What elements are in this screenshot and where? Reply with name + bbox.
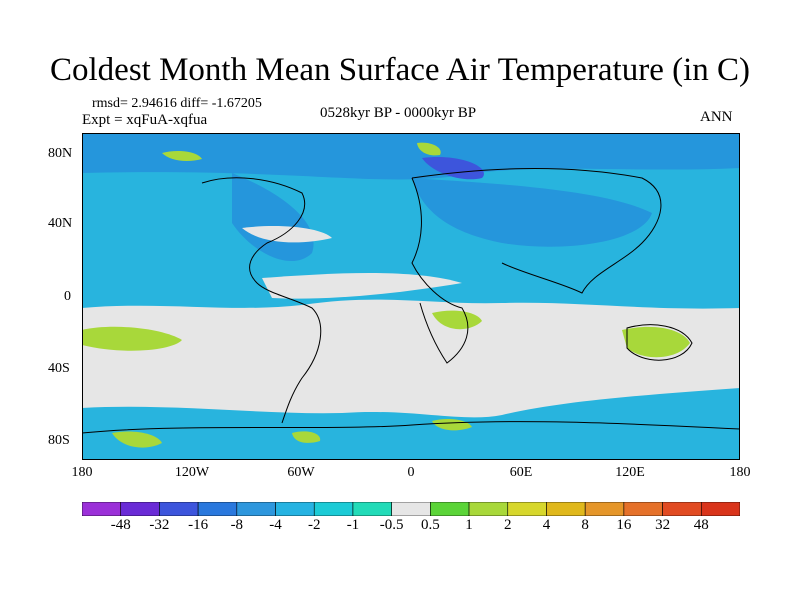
colorbar [82,502,740,516]
lon-label-180e: 180 [729,465,751,480]
eurasia-cold [412,178,652,247]
colorbar-tick-label: 32 [655,517,671,533]
arctic-cold-band [82,133,740,180]
southern-neutral-band [82,299,740,418]
lon-label-180w: 180 [71,465,93,480]
map-title: Coldest Month Mean Surface Air Temperatu… [50,52,750,88]
colorbar-swatch [236,502,276,516]
siberia-cold-patch [422,157,484,180]
experiment-label: Expt = xqFuA-xqfua [82,112,208,128]
lon-label-60e: 60E [509,465,533,480]
map-frame [82,133,740,460]
colorbar-swatch [159,502,199,516]
australia-warm [622,326,690,358]
colorbar-tick-label: 16 [616,517,632,533]
colorbar-swatch [623,502,663,516]
antarctic-warm-1 [112,431,162,448]
colorbar-tick-label: 8 [581,517,589,533]
australia-coastline [626,324,693,361]
season-label: ANN [700,109,733,125]
arctic-warm-2 [417,142,441,156]
colorbar-swatch [507,502,547,516]
colorbar-tick-label: 2 [504,517,512,533]
colorbar-swatch [584,502,625,516]
colorbar-tick-label: -8 [230,517,244,533]
stats-text: rmsd= 2.94616 diff= -1.67205 [92,96,262,111]
lat-label-80n: 80N [48,146,73,161]
colorbar-swatch [82,502,122,516]
colorbar-swatch [468,502,509,516]
colorbar-tick-label: -48 [110,517,131,533]
colorbar-swatch [120,502,160,516]
north-atlantic-neutral [242,226,332,243]
asia-coastline [411,168,662,294]
colorbar-tick-label: -2 [307,517,321,533]
colorbar-tick-label: -1 [346,517,360,533]
lon-label-120e: 120E [615,465,645,480]
lon-label-120w: 120W [174,465,210,480]
africa-warm [432,310,482,330]
antarctica-coastline [82,421,740,434]
europe-africa-coastline [411,177,469,364]
lat-label-equator: 0 [64,289,71,304]
coastlines [82,168,740,434]
colorbar-swatch [197,502,238,516]
colorbar-tick-label: 4 [542,517,551,533]
colorbar-swatch [313,502,354,516]
colorbar-tick-label: -0.5 [379,517,404,533]
colorbar-swatch [391,502,431,516]
lon-label-0: 0 [407,465,415,480]
arctic-warm-1 [162,151,202,161]
colorbar-swatch [352,502,392,516]
antarctic-warm-3 [432,419,472,431]
colorbar-tick-label: -16 [188,517,209,533]
colorbar-tick-label: 1 [465,517,473,533]
colorbar-tick-label: 48 [693,517,709,533]
lat-label-40s: 40S [48,361,70,376]
antarctic-warm-2 [292,431,321,443]
south-pacific-warm [82,326,182,351]
colorbar-swatch [430,502,470,516]
colorbar-tick-label: -4 [269,517,282,533]
tropical-neutral-band [262,273,462,299]
americas-coastline [201,177,322,424]
temperature-map [82,133,740,460]
colorbar-swatch [275,502,315,516]
colorbar-tick-label: 0.5 [420,517,440,533]
period-label: 0528kyr BP - 0000kyr BP [320,105,477,121]
colorbar-swatch [700,502,740,516]
colorbar-tick-label: -32 [149,517,170,533]
lat-label-80s: 80S [48,433,70,448]
lon-label-60w: 60W [287,465,315,480]
lat-label-40n: 40N [48,216,73,231]
colorbar-swatch [546,502,586,516]
colorbar-swatch [662,502,702,516]
